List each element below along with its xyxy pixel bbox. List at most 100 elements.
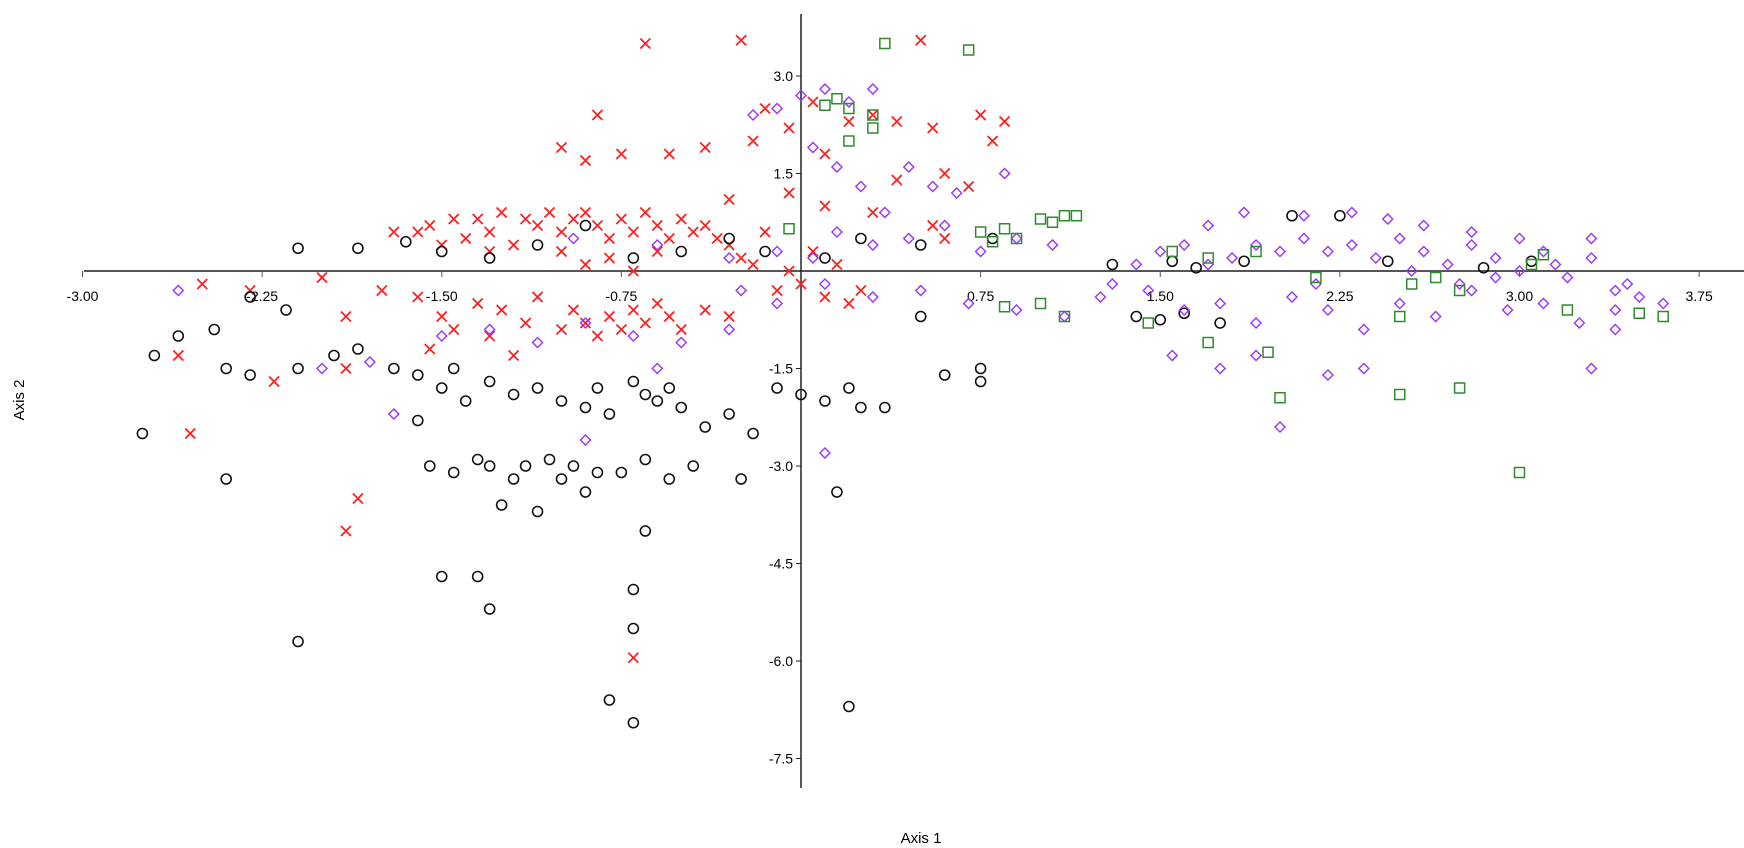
circle-point [471, 570, 484, 583]
diamond-point [998, 167, 1011, 180]
cross-point [340, 310, 352, 323]
diamond-point [723, 323, 736, 336]
cross-point [472, 213, 484, 225]
circle-point [627, 252, 640, 264]
square-point [1202, 252, 1214, 264]
diamond-point [1357, 362, 1370, 375]
diamond-point [830, 226, 843, 238]
circle-point [1178, 307, 1190, 320]
circle-point [579, 219, 592, 232]
diamond-point [1321, 304, 1334, 316]
diamond-point [1465, 239, 1478, 251]
cross-point [986, 135, 999, 147]
square-point [998, 223, 1011, 235]
diamond-point [902, 161, 915, 173]
diamond-point [1202, 258, 1215, 271]
diamond-point [1285, 291, 1298, 303]
circle-point [627, 583, 640, 596]
square-point [1250, 245, 1262, 258]
square-point [1513, 466, 1526, 479]
diamond-point [1585, 252, 1598, 264]
cross-point [819, 291, 831, 303]
diamond-point [771, 102, 784, 115]
diamond-point [316, 362, 328, 375]
diamond-point [1309, 278, 1322, 290]
circle-point [388, 362, 400, 375]
x-tick-label: 3.00 [1506, 288, 1533, 304]
cross-point [771, 284, 783, 297]
x-tick-label: 0.75 [967, 288, 994, 304]
cross-point [615, 148, 628, 160]
circle-point [1154, 313, 1167, 326]
circle-point [1477, 261, 1490, 274]
circle-point [411, 414, 424, 427]
cross-point [495, 304, 508, 316]
diamond-point [926, 180, 939, 193]
diamond-point [1501, 304, 1514, 316]
cross-point [507, 349, 520, 362]
square-point [1525, 258, 1538, 271]
diamond-point [1489, 252, 1502, 264]
square-point [1046, 216, 1059, 228]
circle-point [208, 323, 221, 336]
diamond-point [1513, 265, 1526, 277]
diamond-point [435, 330, 448, 342]
square-point [962, 44, 975, 56]
cross-point [675, 213, 687, 225]
cross-point [747, 135, 759, 147]
cross-point [651, 297, 663, 310]
circle-point [292, 362, 304, 375]
y-tick-labels: 3.0 1.5 -1.5 -3.0 -4.5 -6.0 -7.5 [769, 68, 801, 767]
circle-point [663, 473, 676, 485]
diamond-point [1381, 213, 1394, 225]
cross-point [615, 213, 628, 225]
cross-point [603, 310, 616, 323]
cross-point [807, 96, 819, 108]
diamond-point [1058, 310, 1071, 323]
diamond-point [1465, 226, 1478, 238]
circle-point [687, 460, 700, 472]
square-point [1274, 392, 1286, 404]
diamond-point [1178, 304, 1191, 316]
cross-point [591, 219, 604, 232]
diamond-point [962, 297, 975, 310]
circle-point [639, 388, 652, 401]
circle-point [843, 700, 855, 713]
circle-point [579, 401, 592, 414]
circle-point [879, 401, 891, 414]
diamond-point [1405, 265, 1418, 277]
circle-point [1190, 261, 1202, 274]
circle-point [974, 362, 987, 375]
diamond-point [1537, 297, 1550, 310]
cross-point [699, 304, 711, 316]
circle-point [819, 395, 831, 407]
cross-point [795, 278, 807, 290]
diamond-point [531, 336, 544, 349]
cross-point [639, 206, 651, 219]
diamond-point [1609, 304, 1622, 316]
circle-point [531, 505, 544, 518]
circle-point [328, 349, 340, 362]
diamond-point [854, 180, 867, 193]
circle-point [675, 245, 688, 258]
cross-point [998, 115, 1011, 128]
cross-point [412, 226, 424, 238]
diamond-point [771, 297, 784, 310]
diamond-point [1250, 349, 1263, 362]
diamond-point [1274, 421, 1286, 433]
diamond-point [1549, 258, 1562, 271]
cross-point [927, 122, 939, 134]
cross-point [555, 226, 568, 238]
cross-point [567, 304, 580, 316]
circle-point [603, 694, 616, 706]
cross-point [819, 200, 831, 212]
cross-point [484, 226, 496, 238]
square-point [1070, 210, 1083, 222]
circle-point [447, 466, 460, 479]
circle-point [459, 395, 472, 407]
diamond-point [1657, 297, 1670, 310]
diamond-point [1214, 362, 1227, 375]
circle-point [639, 453, 652, 466]
diamond-point [1609, 323, 1622, 336]
circle-point [675, 401, 688, 414]
